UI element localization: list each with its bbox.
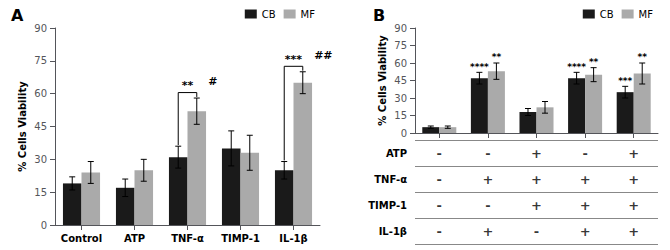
svg-text:***: *** xyxy=(285,53,303,66)
svg-text:+: + xyxy=(628,198,639,213)
svg-text:+: + xyxy=(482,172,493,187)
svg-text:-: - xyxy=(582,146,587,161)
svg-text:-: - xyxy=(437,172,442,187)
svg-text:-: - xyxy=(437,224,442,239)
svg-text:****: **** xyxy=(567,62,586,72)
svg-text:CB: CB xyxy=(262,9,276,20)
svg-text:***: *** xyxy=(618,76,632,86)
svg-text:ATP: ATP xyxy=(124,233,145,244)
svg-text:CB: CB xyxy=(600,9,614,20)
svg-text:+: + xyxy=(628,146,639,161)
svg-text:ATP: ATP xyxy=(386,148,407,159)
svg-text:% Cells Viability: % Cells Viability xyxy=(17,81,28,172)
svg-text:-: - xyxy=(485,198,490,213)
svg-text:% Cells Viability: % Cells Viability xyxy=(377,35,388,126)
svg-text:60: 60 xyxy=(34,88,47,99)
svg-text:-: - xyxy=(437,146,442,161)
svg-text:75: 75 xyxy=(34,55,47,66)
svg-text:90: 90 xyxy=(394,23,407,34)
svg-text:**: ** xyxy=(589,57,599,67)
svg-text:30: 30 xyxy=(394,93,407,104)
svg-text:-: - xyxy=(534,224,539,239)
svg-text:90: 90 xyxy=(34,23,47,34)
svg-text:15: 15 xyxy=(34,187,47,198)
svg-text:A: A xyxy=(11,6,24,25)
svg-text:0: 0 xyxy=(41,220,47,231)
svg-text:**: ** xyxy=(637,52,647,62)
svg-text:****: **** xyxy=(470,62,489,72)
svg-text:60: 60 xyxy=(394,58,407,69)
svg-text:75: 75 xyxy=(394,40,407,51)
svg-text:TIMP-1: TIMP-1 xyxy=(368,200,407,211)
svg-text:15: 15 xyxy=(394,110,407,121)
svg-text:-: - xyxy=(437,198,442,213)
svg-text:**: ** xyxy=(492,52,502,62)
svg-text:+: + xyxy=(580,224,591,239)
svg-text:+: + xyxy=(531,172,542,187)
svg-text:MF: MF xyxy=(639,9,654,20)
svg-text:30: 30 xyxy=(34,154,47,165)
svg-text:45: 45 xyxy=(394,75,407,86)
svg-text:TIMP-1: TIMP-1 xyxy=(221,233,260,244)
svg-text:-: - xyxy=(485,146,490,161)
svg-text:0: 0 xyxy=(401,128,407,139)
svg-text:+: + xyxy=(580,198,591,213)
svg-text:IL-1β: IL-1β xyxy=(379,226,407,237)
svg-text:**: ** xyxy=(182,79,194,92)
svg-text:TNF-α: TNF-α xyxy=(171,233,204,244)
svg-text:Control: Control xyxy=(61,233,102,244)
svg-text:+: + xyxy=(628,172,639,187)
svg-text:TNF-α: TNF-α xyxy=(374,174,407,185)
svg-text:45: 45 xyxy=(34,121,47,132)
svg-text:+: + xyxy=(482,224,493,239)
svg-text:+: + xyxy=(628,224,639,239)
svg-text:#: # xyxy=(208,75,217,88)
svg-text:##: ## xyxy=(314,49,332,62)
svg-text:MF: MF xyxy=(301,9,316,20)
svg-text:+: + xyxy=(580,172,591,187)
svg-text:+: + xyxy=(531,198,542,213)
svg-text:B: B xyxy=(373,6,385,25)
svg-text:IL-1β: IL-1β xyxy=(279,233,307,244)
svg-text:+: + xyxy=(531,146,542,161)
